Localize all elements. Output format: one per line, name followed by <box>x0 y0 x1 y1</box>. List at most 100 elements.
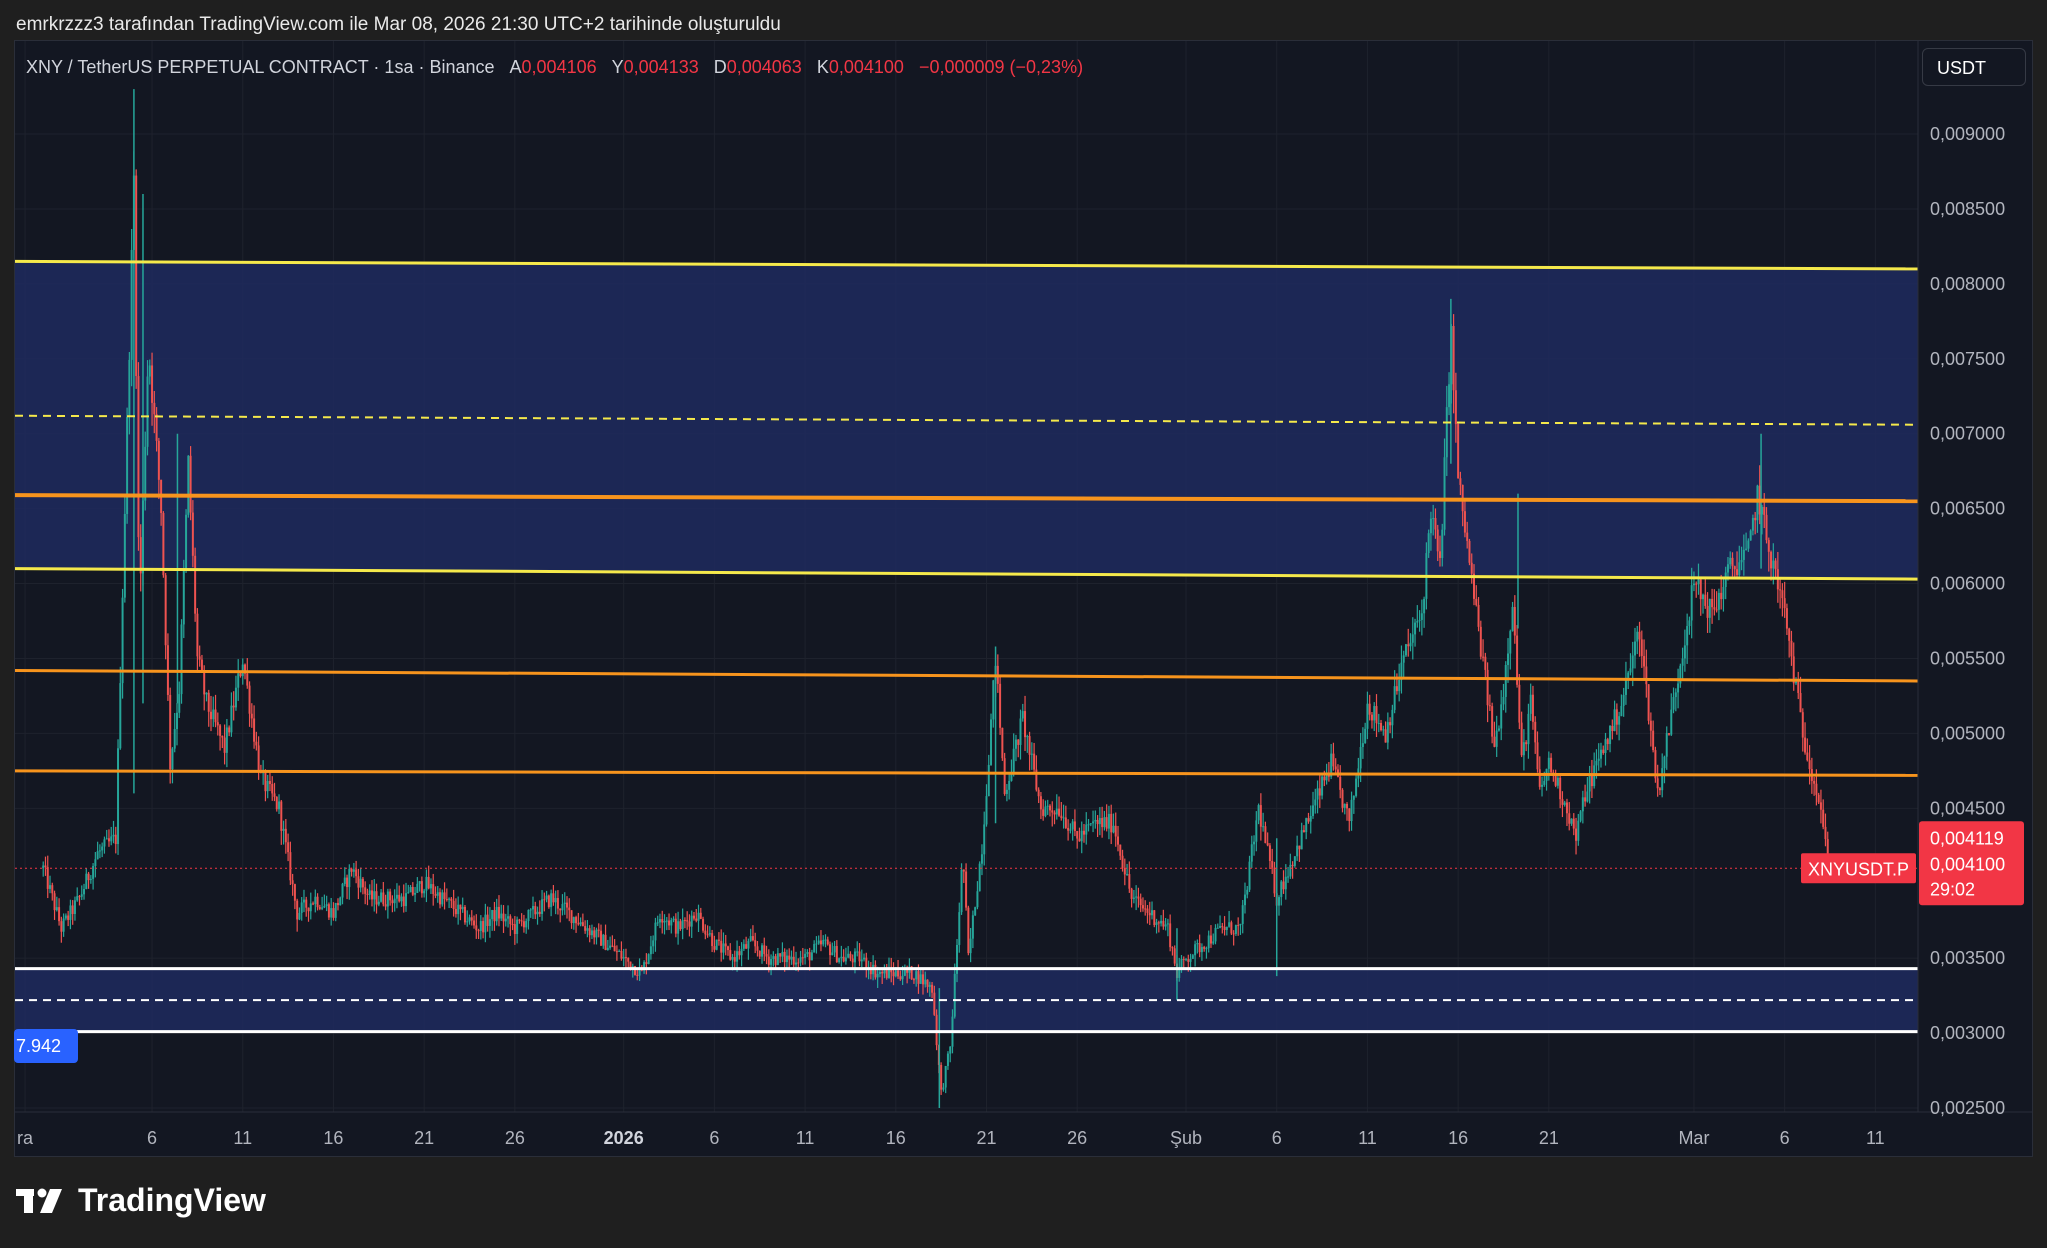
candle-body <box>46 867 49 889</box>
candle-body <box>380 892 383 902</box>
currency-button[interactable]: USDT <box>1922 48 2026 86</box>
candle-body <box>969 938 972 954</box>
candle-body <box>1200 947 1203 953</box>
candle-body <box>1289 864 1292 877</box>
candle-body <box>652 940 655 947</box>
candle-body <box>801 957 804 959</box>
candle-body <box>1139 898 1142 906</box>
time-axis-label: Mar <box>1678 1128 1709 1148</box>
candle-body <box>407 892 410 894</box>
candle-body <box>221 735 224 738</box>
candle-body <box>831 952 834 956</box>
candle-body <box>246 673 249 686</box>
candle-body <box>586 928 589 931</box>
candle-body <box>1225 926 1228 930</box>
candle-body <box>518 919 521 921</box>
candle-body <box>1033 753 1036 770</box>
candle-body <box>1411 634 1414 643</box>
candle-body <box>368 890 371 895</box>
candle-body <box>1316 788 1319 800</box>
candle-body <box>1098 818 1101 825</box>
candle-body <box>1264 826 1267 844</box>
candle-body <box>1300 830 1303 850</box>
candle-body <box>881 971 884 974</box>
candle-body <box>1067 827 1070 831</box>
candle-body <box>1391 709 1394 726</box>
candle-body <box>1661 768 1664 791</box>
candle-body <box>663 921 666 923</box>
candle-body <box>253 718 256 742</box>
candle-body <box>157 440 160 480</box>
candle-body <box>502 913 505 922</box>
yellow-dashed-line[interactable] <box>14 414 1919 426</box>
candle-body <box>1697 579 1700 585</box>
candle-body <box>1751 517 1754 531</box>
candle-body <box>1565 802 1568 814</box>
candle-body <box>665 920 668 922</box>
candle-body <box>1089 823 1092 825</box>
candle-body <box>522 921 525 928</box>
candle-body <box>1500 704 1503 729</box>
candle-body <box>629 961 632 970</box>
orange-line-middle[interactable] <box>14 668 1919 683</box>
candle-body <box>1629 668 1632 673</box>
candle-body <box>1432 518 1435 520</box>
candle-body <box>1280 881 1283 898</box>
candle-body <box>509 916 512 925</box>
candle-body <box>1572 818 1575 829</box>
candle-body <box>1484 656 1487 670</box>
candle-body <box>1028 736 1031 755</box>
candle-body <box>1398 680 1401 692</box>
candle-body <box>250 713 253 719</box>
candle-body <box>645 962 648 965</box>
candle-body <box>207 692 210 712</box>
candle-body <box>1407 644 1410 647</box>
candle-body <box>1037 789 1040 797</box>
candle-body <box>420 881 423 894</box>
candle-body <box>1570 818 1573 824</box>
candle-body <box>69 905 72 920</box>
candle-body <box>71 905 74 914</box>
candle-body <box>606 947 609 951</box>
candle-body <box>418 881 421 884</box>
symbol-label[interactable]: XNY / TetherUS PERPETUAL CONTRACT · 1sa … <box>26 57 495 77</box>
candle-body <box>713 946 716 950</box>
candle-body <box>49 885 52 889</box>
candle-body <box>1813 780 1816 784</box>
candle-body <box>1282 881 1285 890</box>
candle-body <box>1055 808 1058 815</box>
candle-body <box>80 894 83 897</box>
candle-body <box>332 908 335 918</box>
orange-line-upper[interactable] <box>14 493 1919 504</box>
candle-body <box>484 914 487 933</box>
candle-body <box>275 796 278 810</box>
candle-body <box>1588 774 1591 792</box>
candle-body <box>58 907 61 922</box>
candle-body <box>473 920 476 926</box>
candle-body <box>230 705 233 733</box>
candle-body <box>1740 559 1743 563</box>
left-value-tag[interactable] <box>14 1029 78 1063</box>
orange-line-lower[interactable] <box>14 769 1919 777</box>
candle-body <box>543 899 546 901</box>
symbol-tag[interactable] <box>1801 853 1916 884</box>
candle-body <box>1250 844 1253 862</box>
candle-body <box>615 951 618 953</box>
candle-body <box>706 934 709 936</box>
candle-body <box>1586 791 1589 802</box>
candle-body <box>307 907 310 912</box>
candle-body <box>1706 605 1709 618</box>
candle-body <box>336 903 339 906</box>
candle-body <box>946 1053 949 1066</box>
current-price-tag[interactable] <box>1919 821 2024 906</box>
time-axis-label: 21 <box>1539 1128 1559 1148</box>
candle-body <box>1164 924 1167 927</box>
candle-body <box>1048 805 1051 811</box>
yellow-line-bottom[interactable] <box>14 567 1919 581</box>
candle-body <box>210 711 213 720</box>
candle-body <box>1531 694 1534 722</box>
candle-body <box>117 748 120 845</box>
tradingview-logo[interactable]: TradingView <box>16 1182 266 1219</box>
yellow-line-top[interactable] <box>14 259 1919 271</box>
